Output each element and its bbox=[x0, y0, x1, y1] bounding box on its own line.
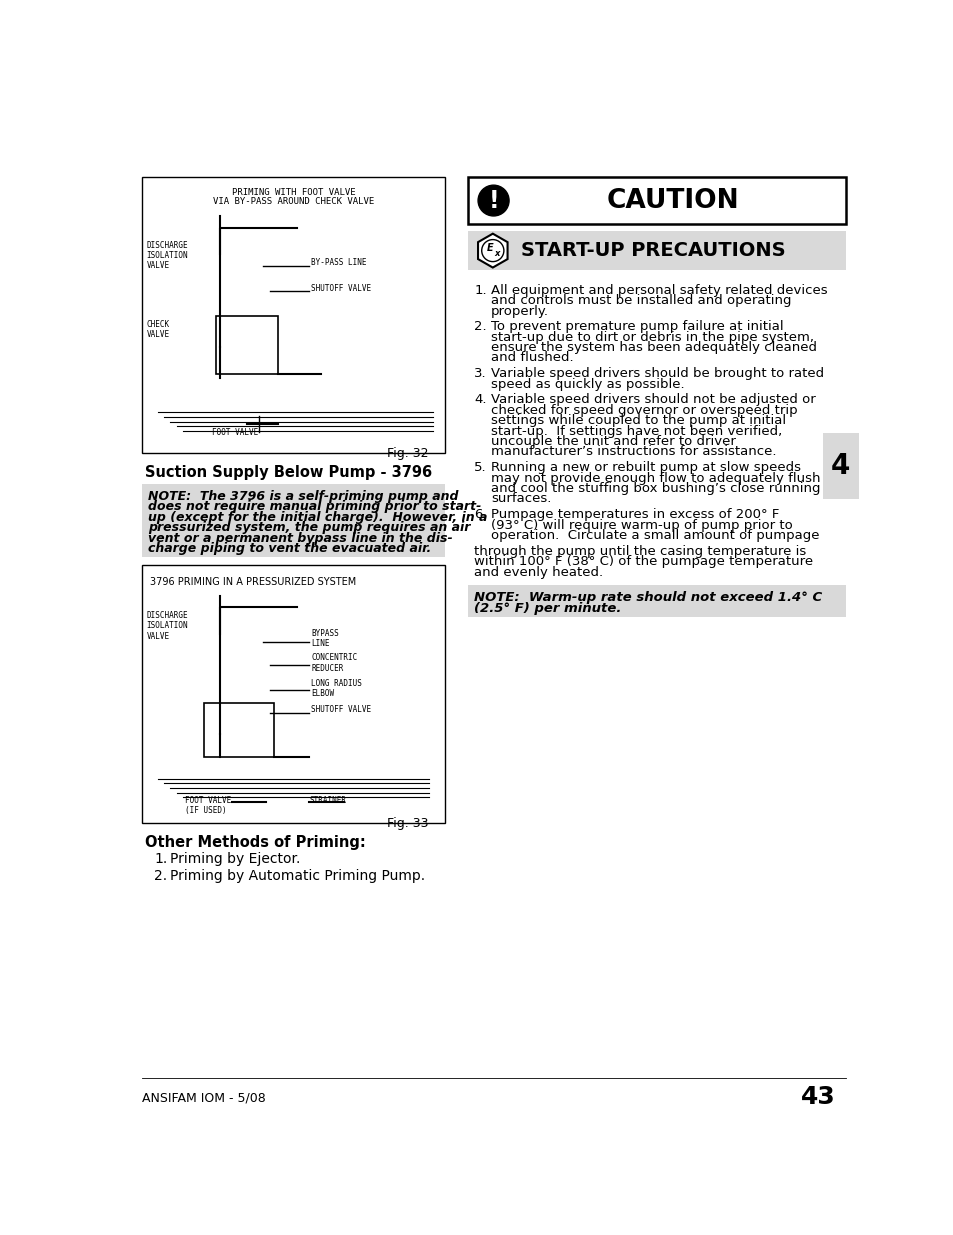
Text: BYPASS
LINE: BYPASS LINE bbox=[311, 629, 339, 648]
Text: 1.: 1. bbox=[154, 852, 167, 866]
Text: 4: 4 bbox=[830, 452, 849, 480]
Text: 43: 43 bbox=[800, 1086, 835, 1109]
Text: Fig. 32: Fig. 32 bbox=[386, 447, 428, 459]
Text: and flushed.: and flushed. bbox=[491, 352, 574, 364]
Text: 4.: 4. bbox=[474, 394, 486, 406]
Text: surfaces.: surfaces. bbox=[491, 493, 551, 505]
Circle shape bbox=[477, 185, 509, 216]
Text: ensure the system has been adequately cleaned: ensure the system has been adequately cl… bbox=[491, 341, 817, 354]
Text: SHUTOFF VALVE: SHUTOFF VALVE bbox=[311, 705, 371, 714]
Polygon shape bbox=[477, 233, 507, 268]
Text: DISCHARGE
ISOLATION
VALVE: DISCHARGE ISOLATION VALVE bbox=[146, 241, 188, 270]
FancyBboxPatch shape bbox=[468, 178, 845, 224]
Text: charge piping to vent the evacuated air.: charge piping to vent the evacuated air. bbox=[148, 542, 431, 555]
FancyBboxPatch shape bbox=[142, 484, 444, 557]
FancyBboxPatch shape bbox=[216, 316, 278, 374]
Text: All equipment and personal safety related devices: All equipment and personal safety relate… bbox=[491, 284, 827, 296]
Text: and evenly heated.: and evenly heated. bbox=[474, 566, 602, 578]
Text: !: ! bbox=[488, 189, 498, 212]
Text: start-up.  If settings have not been verified,: start-up. If settings have not been veri… bbox=[491, 425, 781, 437]
Text: start-up due to dirt or debris in the pipe system,: start-up due to dirt or debris in the pi… bbox=[491, 331, 814, 343]
Text: CHECK
VALVE: CHECK VALVE bbox=[146, 320, 170, 340]
Text: speed as quickly as possible.: speed as quickly as possible. bbox=[491, 378, 684, 390]
Text: properly.: properly. bbox=[491, 305, 549, 317]
Text: PRIMING WITH FOOT VALVE: PRIMING WITH FOOT VALVE bbox=[232, 188, 355, 198]
Text: checked for speed governor or overspeed trip: checked for speed governor or overspeed … bbox=[491, 404, 797, 417]
Text: through the pump until the casing temperature is: through the pump until the casing temper… bbox=[474, 545, 805, 558]
Text: NOTE:  The 3796 is a self-priming pump and: NOTE: The 3796 is a self-priming pump an… bbox=[148, 490, 458, 503]
Text: up (except for the initial charge).  However, in a: up (except for the initial charge). Howe… bbox=[148, 511, 487, 524]
Text: To prevent premature pump failure at initial: To prevent premature pump failure at ini… bbox=[491, 320, 783, 333]
Text: SHUTOFF VALVE: SHUTOFF VALVE bbox=[311, 284, 371, 293]
Text: FOOT VALVE
(IF USED): FOOT VALVE (IF USED) bbox=[185, 795, 232, 815]
Text: BY-PASS LINE: BY-PASS LINE bbox=[311, 258, 367, 267]
Text: DISCHARGE
ISOLATION
VALVE: DISCHARGE ISOLATION VALVE bbox=[146, 611, 188, 641]
Text: Other Methods of Priming:: Other Methods of Priming: bbox=[145, 835, 365, 850]
Text: may not provide enough flow to adequately flush: may not provide enough flow to adequatel… bbox=[491, 472, 820, 484]
Text: LONG RADIUS
ELBOW: LONG RADIUS ELBOW bbox=[311, 679, 362, 698]
Text: E: E bbox=[487, 242, 494, 252]
Text: settings while coupled to the pump at initial: settings while coupled to the pump at in… bbox=[491, 414, 785, 427]
Text: 3.: 3. bbox=[474, 367, 486, 380]
Circle shape bbox=[481, 240, 503, 262]
FancyBboxPatch shape bbox=[204, 704, 274, 757]
Text: (93° C) will require warm-up of pump prior to: (93° C) will require warm-up of pump pri… bbox=[491, 519, 792, 531]
Text: Variable speed drivers should not be adjusted or: Variable speed drivers should not be adj… bbox=[491, 394, 815, 406]
Text: x: x bbox=[494, 249, 498, 258]
FancyBboxPatch shape bbox=[142, 564, 444, 823]
Text: STRAINER: STRAINER bbox=[309, 795, 346, 805]
Text: Running a new or rebuilt pump at slow speeds: Running a new or rebuilt pump at slow sp… bbox=[491, 461, 801, 474]
FancyBboxPatch shape bbox=[468, 231, 845, 270]
Text: 5.: 5. bbox=[474, 461, 486, 474]
Text: NOTE:  Warm-up rate should not exceed 1.4° C: NOTE: Warm-up rate should not exceed 1.4… bbox=[474, 592, 821, 604]
Text: Suction Supply Below Pump - 3796: Suction Supply Below Pump - 3796 bbox=[145, 466, 432, 480]
Text: and controls must be installed and operating: and controls must be installed and opera… bbox=[491, 294, 791, 308]
Text: CAUTION: CAUTION bbox=[606, 188, 739, 214]
Text: Fig. 33: Fig. 33 bbox=[386, 816, 428, 830]
Text: 2.: 2. bbox=[154, 869, 167, 883]
Text: Pumpage temperatures in excess of 200° F: Pumpage temperatures in excess of 200° F bbox=[491, 508, 779, 521]
Text: uncouple the unit and refer to driver: uncouple the unit and refer to driver bbox=[491, 435, 736, 448]
Text: 2.: 2. bbox=[474, 320, 486, 333]
Text: Priming by Automatic Priming Pump.: Priming by Automatic Priming Pump. bbox=[170, 869, 424, 883]
Text: 3796 PRIMING IN A PRESSURIZED SYSTEM: 3796 PRIMING IN A PRESSURIZED SYSTEM bbox=[150, 577, 356, 587]
Text: 6.: 6. bbox=[474, 508, 486, 521]
Text: (2.5° F) per minute.: (2.5° F) per minute. bbox=[474, 601, 621, 615]
Text: pressurized system, the pump requires an air: pressurized system, the pump requires an… bbox=[148, 521, 470, 535]
Text: Variable speed drivers should be brought to rated: Variable speed drivers should be brought… bbox=[491, 367, 823, 380]
Text: Priming by Ejector.: Priming by Ejector. bbox=[170, 852, 299, 866]
Text: VIA BY-PASS AROUND CHECK VALVE: VIA BY-PASS AROUND CHECK VALVE bbox=[213, 198, 374, 206]
Text: manufacturer’s instructions for assistance.: manufacturer’s instructions for assistan… bbox=[491, 446, 776, 458]
Text: 1.: 1. bbox=[474, 284, 486, 296]
Text: START-UP PRECAUTIONS: START-UP PRECAUTIONS bbox=[520, 241, 784, 261]
FancyBboxPatch shape bbox=[142, 178, 444, 453]
FancyBboxPatch shape bbox=[822, 433, 858, 499]
Text: within 100° F (38° C) of the pumpage temperature: within 100° F (38° C) of the pumpage tem… bbox=[474, 556, 813, 568]
Text: and cool the stuffing box bushing’s close running: and cool the stuffing box bushing’s clos… bbox=[491, 482, 820, 495]
Text: operation.  Circulate a small amount of pumpage: operation. Circulate a small amount of p… bbox=[491, 529, 819, 542]
FancyBboxPatch shape bbox=[468, 585, 845, 616]
Text: does not require manual priming prior to start-: does not require manual priming prior to… bbox=[148, 500, 481, 514]
Text: CONCENTRIC
REDUCER: CONCENTRIC REDUCER bbox=[311, 653, 357, 673]
Text: ANSIFAM IOM - 5/08: ANSIFAM IOM - 5/08 bbox=[142, 1092, 266, 1104]
Text: vent or a permanent bypass line in the dis-: vent or a permanent bypass line in the d… bbox=[148, 531, 453, 545]
Text: FOOT VALVE: FOOT VALVE bbox=[212, 427, 258, 437]
